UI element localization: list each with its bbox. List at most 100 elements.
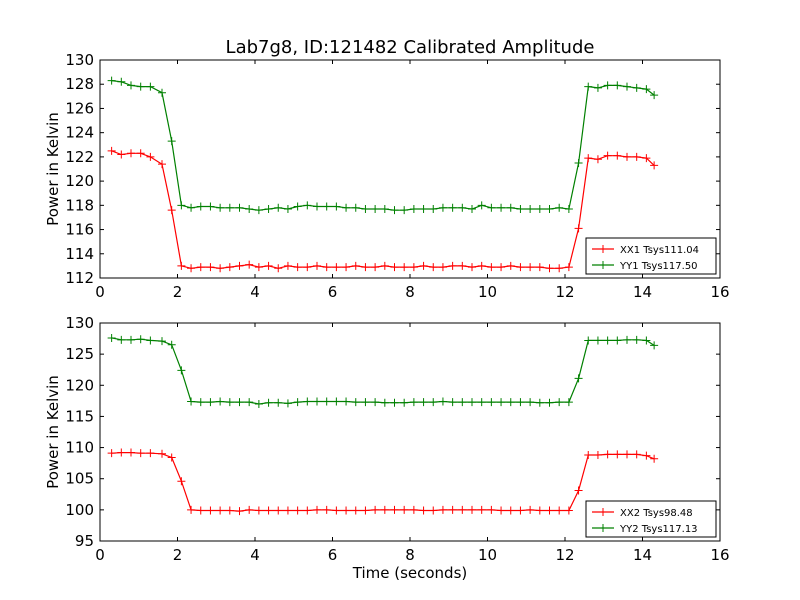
data-point [322,263,331,272]
data-point [487,505,496,514]
data-point [177,477,186,486]
data-point [574,374,583,383]
data-point [136,449,145,458]
y-tick-label: 125 [65,345,94,363]
data-point [254,263,263,272]
data-point [235,261,244,270]
data-point [361,263,370,272]
data-point [564,398,573,407]
data-point [497,398,506,407]
data-point [584,82,593,91]
data-point [593,83,602,92]
data-point [535,204,544,213]
data-point [409,263,418,272]
data-point [216,203,225,212]
legend-box [585,500,717,538]
data-point [303,397,312,406]
data-point [158,337,166,346]
data-point [342,397,351,406]
data-point [206,263,215,272]
data-point [167,137,176,146]
x-tick-label: 12 [555,283,574,301]
data-point [623,82,631,91]
data-point [516,506,525,515]
data-point [429,263,438,272]
data-point [400,263,409,272]
data-point [274,203,283,212]
data-point [167,453,176,462]
x-tick-label: 10 [478,283,497,301]
data-point [468,505,476,514]
data-point [342,263,351,272]
data-point [487,263,496,272]
data-point [274,264,283,273]
data-point [487,203,496,212]
data-point [506,203,515,212]
data-point [419,506,428,515]
data-point [506,506,515,515]
y-tick-label: 120 [65,376,94,394]
data-point [216,506,225,515]
data-point [390,505,399,514]
data-point [458,261,467,270]
y-tick-label: 120 [65,172,94,190]
y-tick-label: 110 [65,439,94,457]
data-point [380,398,389,407]
data-point [351,203,360,212]
data-point [477,398,486,407]
data-point [642,154,651,163]
data-point [400,206,409,215]
data-point [506,398,515,407]
y-tick-label: 112 [65,269,94,287]
x-tick-label: 0 [95,283,105,301]
y-tick-label: 124 [65,124,94,142]
data-point [303,263,312,272]
data-point [429,204,438,213]
data-point [117,150,126,159]
data-point [650,91,659,100]
data-point [206,202,215,211]
data-point [127,149,135,158]
legend-box [585,237,717,275]
data-point [458,505,467,514]
data-point [564,263,573,272]
data-point [158,160,166,169]
data-point [303,201,312,210]
data-point [516,204,525,213]
data-point [313,505,321,514]
x-tick-label: 2 [173,283,183,301]
data-point [127,335,135,344]
y-tick-label: 130 [65,314,94,332]
data-point [283,204,292,213]
data-point [448,398,457,407]
data-point [187,505,196,514]
data-point [127,81,135,90]
data-point [117,335,126,344]
legend: XX2 Tsys98.48 YY2 Tsys117.13 [585,500,717,538]
data-point [216,397,225,406]
data-point [593,451,602,460]
data-point [497,203,506,212]
data-point [177,366,186,375]
chart-title: Lab7g8, ID:121482 Calibrated Amplitude [226,37,595,58]
data-point [371,398,380,407]
data-point [613,336,622,345]
data-point [555,398,564,407]
data-point [196,263,205,272]
data-point [196,506,205,515]
data-point [332,397,341,406]
x-tick-label: 4 [250,546,260,564]
data-point [351,261,360,270]
data-point [235,507,244,516]
data-point [574,158,583,167]
y-tick-label: 114 [65,245,94,263]
data-point [650,341,659,350]
x-tick-label: 12 [555,546,574,564]
data-point [632,335,641,344]
data-point [371,263,380,272]
data-point [216,264,225,273]
data-point [158,449,166,458]
y-tick-label: 100 [65,501,94,519]
data-point [283,261,292,270]
